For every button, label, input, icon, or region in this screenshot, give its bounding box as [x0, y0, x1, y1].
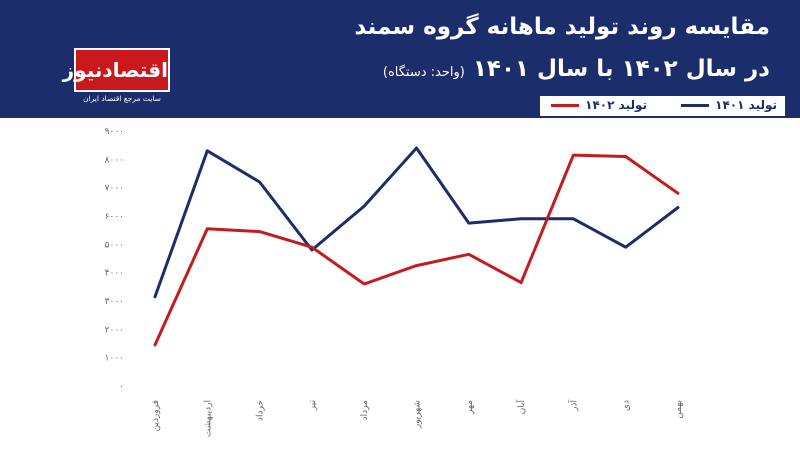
y-tick-label: ۴۰۰۰	[105, 269, 124, 279]
x-tick-label: شهریور	[413, 400, 423, 429]
x-tick-label: خرداد	[256, 400, 266, 421]
line-chart: ۰ ۱۰۰۰ ۲۰۰۰ ۳۰۰۰ ۴۰۰۰ ۵۰۰۰ ۶۰۰۰ ۷۰۰۰ ۸۰۰۰ ۹۰۰۰ فر…	[105, 127, 684, 438]
x-tick-label: مرداد	[360, 400, 370, 420]
subtitle-text: در سال ۱۴۰۲ با سال ۱۴۰۱	[472, 56, 770, 82]
series-line-1402	[153, 153, 680, 347]
unit-note: (واحد: دستگاه)	[382, 65, 465, 80]
x-axis-ticks: فروردین اردیبهشت خرداد تیر مرداد شهریور مهر آبا…	[151, 400, 684, 438]
x-tick-label: آبان	[515, 400, 527, 415]
y-tick-label: ۹۰۰۰	[105, 127, 124, 137]
chart-title: مقایسه روند تولید ماهانه گروه سمند	[354, 14, 770, 40]
legend-item-1402: تولید ۱۴۰۲	[551, 98, 647, 112]
y-tick-label: ۳۰۰۰	[105, 297, 124, 307]
y-tick-label: ۱۰۰۰	[105, 354, 124, 364]
logo-tagline: سایت مرجع اقتصاد ایران	[83, 94, 161, 103]
y-tick-label: ۷۰۰۰	[105, 184, 124, 194]
x-tick-label: دی	[622, 400, 632, 411]
series-lines	[153, 146, 680, 347]
legend-label-1401: تولید ۱۴۰۱	[715, 98, 777, 112]
x-tick-label: بهمن	[674, 400, 684, 419]
y-tick-label: ۸۰۰۰	[105, 155, 124, 165]
y-tick-label: ۶۰۰۰	[105, 212, 124, 222]
chart-subtitle: در سال ۱۴۰۲ با سال ۱۴۰۱ (واحد: دستگاه)	[383, 56, 770, 82]
y-tick-label: ۲۰۰۰	[105, 325, 124, 335]
brand-logo: اقتصادنیوز سایت مرجع اقتصاد ایران	[63, 48, 170, 114]
y-tick-label: ۰	[119, 382, 124, 392]
legend-label-1402: تولید ۱۴۰۲	[585, 98, 647, 112]
y-tick-label: ۵۰۰۰	[105, 240, 124, 250]
chart-legend: تولید ۱۴۰۱ تولید ۱۴۰۲	[540, 96, 785, 116]
logo-wordmark: اقتصادنیوز	[63, 48, 170, 92]
x-tick-label: آذر	[567, 400, 579, 412]
chart-header: مقایسه روند تولید ماهانه گروه سمند در سا…	[0, 0, 800, 118]
legend-swatch-1401	[681, 103, 710, 107]
y-axis-ticks: ۰ ۱۰۰۰ ۲۰۰۰ ۳۰۰۰ ۴۰۰۰ ۵۰۰۰ ۶۰۰۰ ۷۰۰۰ ۸۰۰۰ ۹۰۰۰	[105, 127, 124, 392]
series-line-1401	[153, 146, 680, 299]
legend-item-1401: تولید ۱۴۰۱	[681, 98, 777, 112]
legend-swatch-1402	[551, 103, 580, 107]
x-tick-label: تیر	[308, 400, 318, 412]
x-tick-label: فروردین	[151, 400, 161, 431]
x-tick-label: مهر	[465, 400, 475, 415]
x-tick-label: اردیبهشت	[203, 400, 213, 437]
